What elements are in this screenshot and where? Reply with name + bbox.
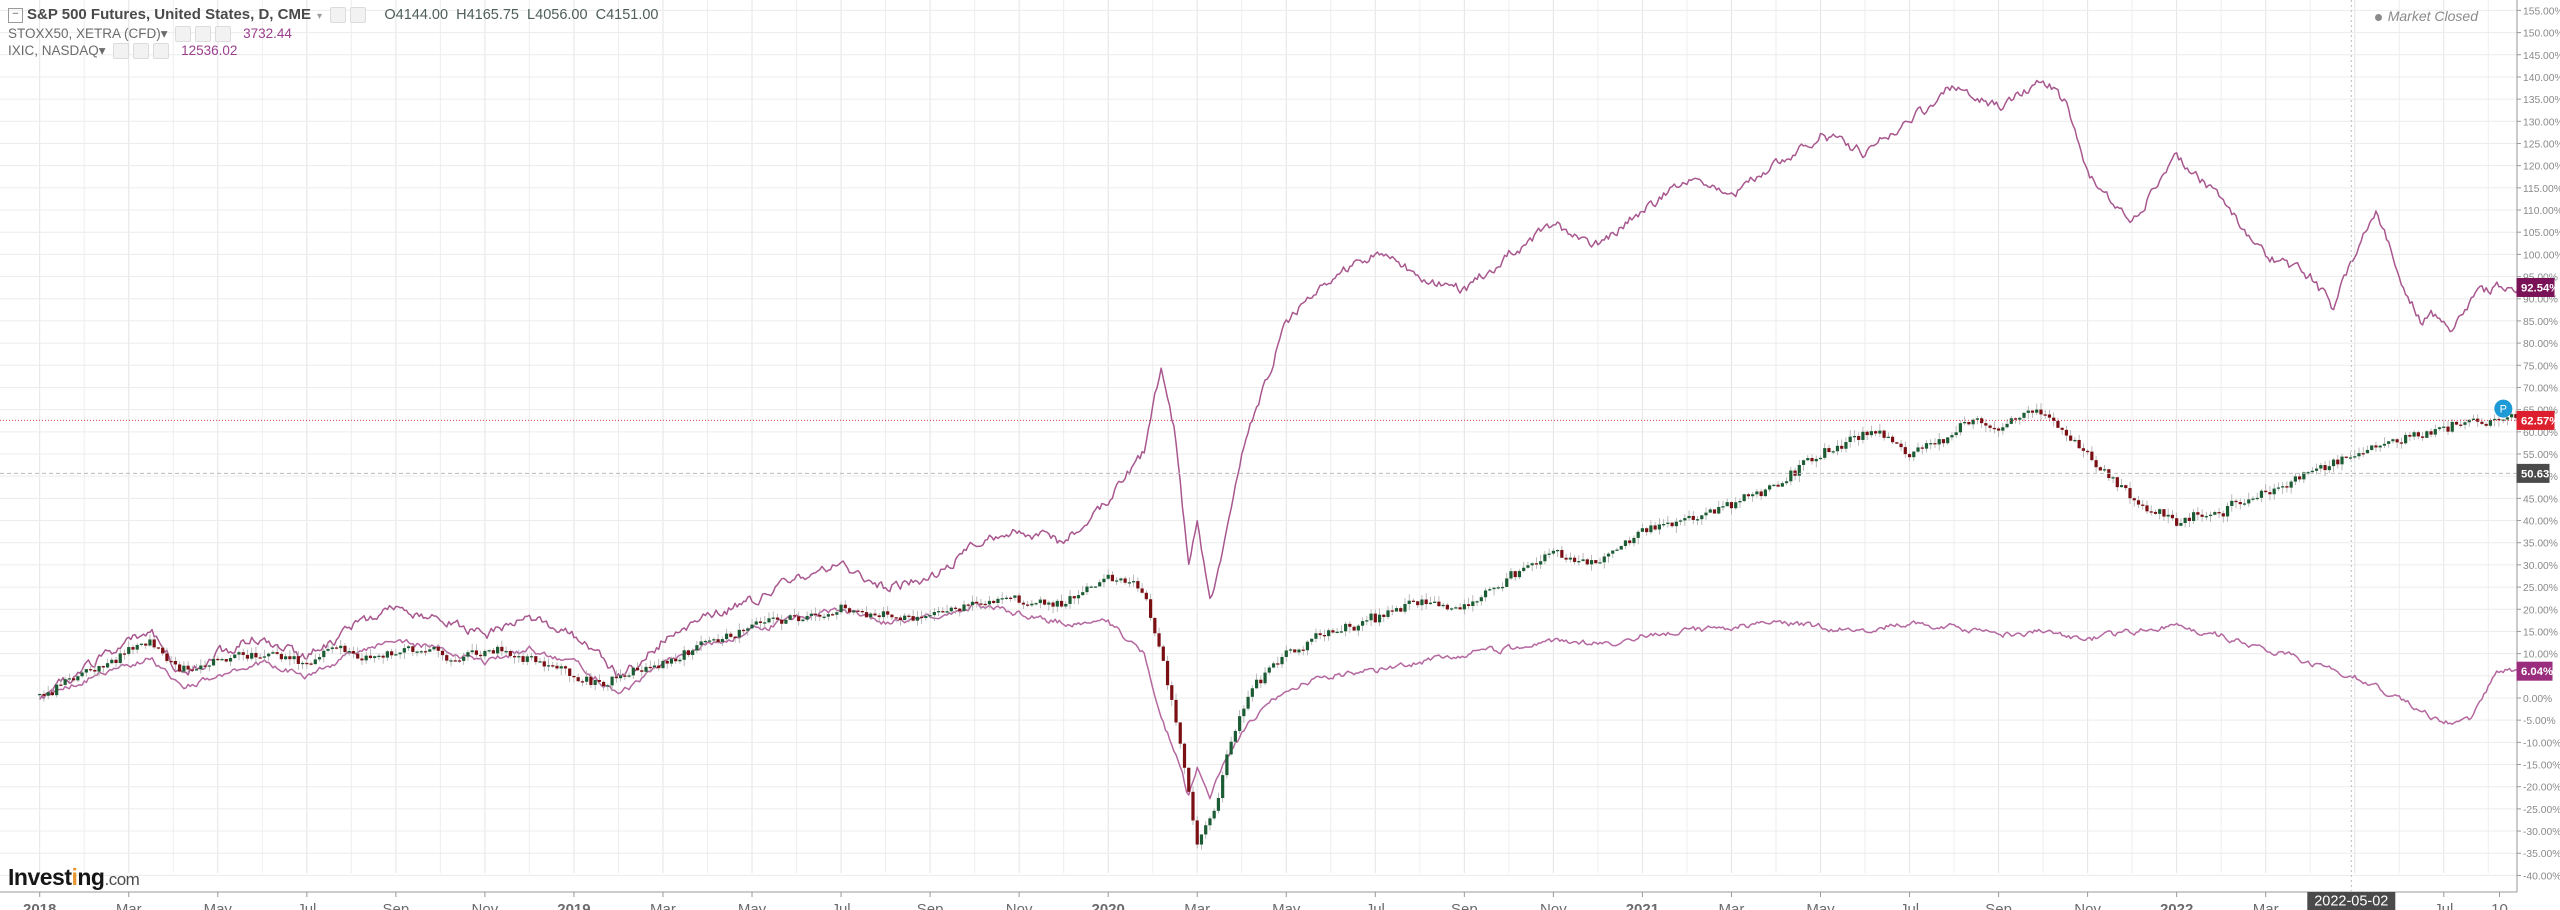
svg-text:10: 10 (2491, 901, 2508, 910)
svg-text:Nov: Nov (2074, 901, 2101, 910)
svg-text:92.54%: 92.54% (2521, 282, 2559, 294)
svg-text:15.00%: 15.00% (2523, 627, 2558, 638)
svg-text:10.00%: 10.00% (2523, 650, 2558, 661)
svg-text:Sep: Sep (383, 901, 410, 910)
svg-text:Sep: Sep (1451, 901, 1478, 910)
svg-text:40.00%: 40.00% (2523, 517, 2558, 528)
svg-text:150.00%: 150.00% (2523, 29, 2560, 40)
svg-text:-15.00%: -15.00% (2523, 761, 2560, 772)
svg-text:2018: 2018 (23, 901, 56, 910)
svg-text:Jul: Jul (1900, 901, 1919, 910)
svg-text:-5.00%: -5.00% (2523, 716, 2556, 727)
svg-text:2020: 2020 (1091, 901, 1124, 910)
svg-text:-35.00%: -35.00% (2523, 849, 2560, 860)
svg-text:Jul: Jul (2434, 901, 2453, 910)
svg-text:Mar: Mar (116, 901, 142, 910)
svg-text:P: P (2500, 403, 2507, 415)
svg-text:120.00%: 120.00% (2523, 162, 2560, 173)
svg-text:Sep: Sep (917, 901, 944, 910)
svg-text:55.00%: 55.00% (2523, 450, 2558, 461)
svg-text:140.00%: 140.00% (2523, 73, 2560, 84)
svg-text:0.00%: 0.00% (2523, 694, 2552, 705)
svg-text:Nov: Nov (1540, 901, 1567, 910)
svg-text:Nov: Nov (472, 901, 499, 910)
svg-text:105.00%: 105.00% (2523, 228, 2560, 239)
svg-text:May: May (738, 901, 767, 910)
svg-text:80.00%: 80.00% (2523, 339, 2558, 350)
svg-text:50.63: 50.63 (2521, 468, 2549, 480)
svg-text:-30.00%: -30.00% (2523, 827, 2560, 838)
svg-text:Sep: Sep (1985, 901, 2012, 910)
svg-text:45.00%: 45.00% (2523, 494, 2558, 505)
svg-text:85.00%: 85.00% (2523, 317, 2558, 328)
svg-text:-10.00%: -10.00% (2523, 738, 2560, 749)
svg-text:145.00%: 145.00% (2523, 51, 2560, 62)
svg-text:62.57%: 62.57% (2521, 415, 2559, 427)
svg-text:2019: 2019 (557, 901, 590, 910)
svg-text:125.00%: 125.00% (2523, 139, 2560, 150)
svg-text:May: May (204, 901, 233, 910)
svg-text:115.00%: 115.00% (2523, 184, 2560, 195)
svg-text:Mar: Mar (650, 901, 676, 910)
svg-text:Mar: Mar (2253, 901, 2279, 910)
svg-text:2022: 2022 (2160, 901, 2193, 910)
svg-text:25.00%: 25.00% (2523, 583, 2558, 594)
svg-text:75.00%: 75.00% (2523, 361, 2558, 372)
svg-text:6.04%: 6.04% (2521, 666, 2553, 678)
svg-text:135.00%: 135.00% (2523, 95, 2560, 106)
svg-text:100.00%: 100.00% (2523, 250, 2560, 261)
svg-text:2021: 2021 (1626, 901, 1659, 910)
svg-text:20.00%: 20.00% (2523, 605, 2558, 616)
svg-text:-40.00%: -40.00% (2523, 871, 2560, 882)
svg-text:-20.00%: -20.00% (2523, 783, 2560, 794)
svg-text:130.00%: 130.00% (2523, 117, 2560, 128)
svg-text:May: May (1272, 901, 1301, 910)
svg-text:Nov: Nov (1006, 901, 1033, 910)
svg-text:Mar: Mar (1719, 901, 1745, 910)
svg-text:Jul: Jul (831, 901, 850, 910)
svg-text:May: May (1806, 901, 1835, 910)
svg-text:-25.00%: -25.00% (2523, 805, 2560, 816)
svg-text:35.00%: 35.00% (2523, 539, 2558, 550)
svg-text:Jul: Jul (297, 901, 316, 910)
svg-text:155.00%: 155.00% (2523, 6, 2560, 17)
svg-text:Jul: Jul (1366, 901, 1385, 910)
svg-text:30.00%: 30.00% (2523, 561, 2558, 572)
svg-text:70.00%: 70.00% (2523, 383, 2558, 394)
svg-text:110.00%: 110.00% (2523, 206, 2560, 217)
svg-text:2022-05-02: 2022-05-02 (2314, 894, 2388, 910)
svg-text:Mar: Mar (1184, 901, 1210, 910)
